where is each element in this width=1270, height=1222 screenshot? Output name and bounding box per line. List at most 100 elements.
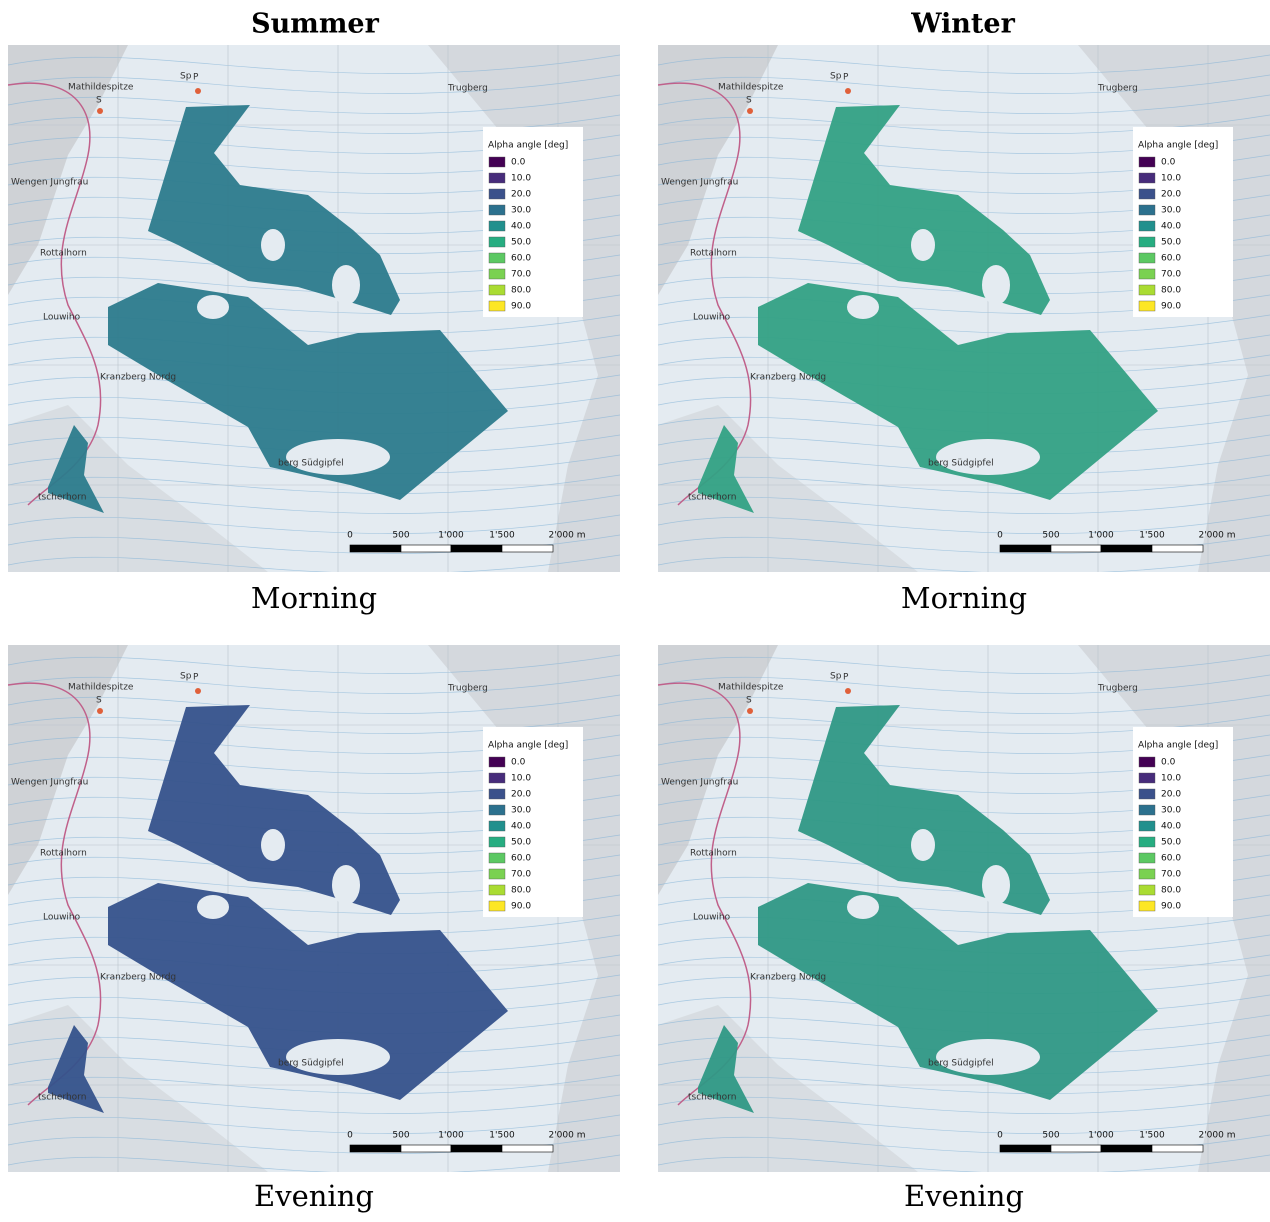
scale-segment xyxy=(401,1145,451,1152)
map-label: tscherhorn xyxy=(688,493,736,503)
map-label: S xyxy=(746,96,752,106)
legend-label: 10.0 xyxy=(511,174,531,184)
legend-swatch xyxy=(1139,205,1155,215)
legend-label: 90.0 xyxy=(1161,302,1181,312)
legend-swatch xyxy=(489,821,505,831)
map-label: berg Südgipfel xyxy=(928,459,994,469)
legend-swatch xyxy=(489,189,505,199)
scale-label: 0 xyxy=(997,1131,1003,1141)
legend-title: Alpha angle [deg] xyxy=(488,741,568,751)
legend-swatch xyxy=(489,837,505,847)
overlay-hole xyxy=(261,829,285,861)
scale-segment xyxy=(502,1145,553,1152)
map-label: tscherhorn xyxy=(688,1093,736,1103)
panel-caption: Morning xyxy=(901,581,1027,615)
map-label: Wengen Jungfrau xyxy=(11,178,88,188)
map-label: berg Südgipfel xyxy=(928,1059,994,1069)
legend-label: 80.0 xyxy=(511,286,531,296)
legend-swatch xyxy=(1139,789,1155,799)
overlay-hole xyxy=(332,865,360,905)
legend-label: 60.0 xyxy=(1161,254,1181,264)
overlay-hole xyxy=(936,439,1040,475)
scale-label: 1'500 xyxy=(1139,531,1165,541)
legend-swatch xyxy=(1139,157,1155,167)
overlay-hole xyxy=(847,295,879,319)
map-label: Kranzberg Nordg xyxy=(100,973,176,983)
scale-segment xyxy=(1101,545,1152,552)
legend-label: 90.0 xyxy=(511,902,531,912)
map-label: Sp xyxy=(180,72,192,82)
scale-segment xyxy=(502,545,553,552)
summit xyxy=(845,688,851,694)
summit xyxy=(195,688,201,694)
summit xyxy=(845,88,851,94)
legend-swatch xyxy=(1139,269,1155,279)
scale-label: 2'000 m xyxy=(548,1131,585,1141)
figure: Summer Winter MathildespitzeSSpPTrugberg… xyxy=(0,0,1270,1218)
scale-label: 2'000 m xyxy=(1198,1131,1235,1141)
legend-swatch xyxy=(489,221,505,231)
legend-swatch xyxy=(489,285,505,295)
map-label: Kranzberg Nordg xyxy=(750,973,826,983)
scale-segment xyxy=(1101,1145,1152,1152)
map-label: Trugberg xyxy=(447,684,488,694)
map-label: Kranzberg Nordg xyxy=(750,373,826,383)
legend-swatch xyxy=(1139,301,1155,311)
map: MathildespitzeSSpPTrugbergWengen Jungfra… xyxy=(658,645,1270,1174)
legend-swatch xyxy=(1139,821,1155,831)
overlay-hole xyxy=(911,829,935,861)
legend-swatch xyxy=(489,869,505,879)
scale-label: 500 xyxy=(392,531,409,541)
map-panel: MathildespitzeSSpPTrugbergWengen Jungfra… xyxy=(8,45,620,574)
legend-label: 70.0 xyxy=(511,870,531,880)
map-label: Wengen Jungfrau xyxy=(11,778,88,788)
legend-label: 20.0 xyxy=(1161,190,1181,200)
legend-label: 70.0 xyxy=(1161,270,1181,280)
overlay-hole xyxy=(982,865,1010,905)
map-label: Mathildespitze xyxy=(718,683,784,693)
panel-caption: Evening xyxy=(254,1179,374,1213)
legend-label: 50.0 xyxy=(511,838,531,848)
legend-label: 30.0 xyxy=(1161,806,1181,816)
legend-swatch xyxy=(1139,237,1155,247)
scale-label: 1'000 xyxy=(1088,531,1114,541)
map-label: Mathildespitze xyxy=(68,83,134,93)
legend-title: Alpha angle [deg] xyxy=(1138,141,1218,151)
map-label: S xyxy=(96,696,102,706)
overlay-hole xyxy=(197,895,229,919)
legend-label: 30.0 xyxy=(511,806,531,816)
legend-swatch xyxy=(489,805,505,815)
map-label: tscherhorn xyxy=(38,493,86,503)
legend-swatch xyxy=(1139,885,1155,895)
map-label: Mathildespitze xyxy=(68,683,134,693)
legend-swatch xyxy=(1139,837,1155,847)
legend-label: 40.0 xyxy=(1161,822,1181,832)
scale-segment xyxy=(451,545,502,552)
scale-label: 0 xyxy=(347,1131,353,1141)
legend-swatch xyxy=(1139,869,1155,879)
map-label: Rottalhorn xyxy=(40,849,87,859)
legend-swatch xyxy=(1139,757,1155,767)
map-label: berg Südgipfel xyxy=(278,459,344,469)
legend-swatch xyxy=(489,173,505,183)
legend-label: 80.0 xyxy=(511,886,531,896)
overlay-hole xyxy=(982,265,1010,305)
panel-caption: Morning xyxy=(251,581,377,615)
scale-label: 1'500 xyxy=(489,531,515,541)
scale-label: 1'000 xyxy=(438,531,464,541)
overlay-hole xyxy=(197,295,229,319)
map-label: Louwiho xyxy=(43,913,81,923)
scale-segment xyxy=(1051,1145,1101,1152)
map-label: Mathildespitze xyxy=(718,83,784,93)
legend-swatch xyxy=(489,853,505,863)
legend-label: 50.0 xyxy=(1161,238,1181,248)
legend-label: 70.0 xyxy=(511,270,531,280)
map-label: tscherhorn xyxy=(38,1093,86,1103)
scale-label: 0 xyxy=(997,531,1003,541)
map: MathildespitzeSSpPTrugbergWengen Jungfra… xyxy=(8,645,620,1174)
legend-swatch xyxy=(489,301,505,311)
legend-label: 60.0 xyxy=(511,854,531,864)
scale-segment xyxy=(1000,1145,1051,1152)
column-title: Winter xyxy=(910,9,1015,40)
legend-swatch xyxy=(489,269,505,279)
